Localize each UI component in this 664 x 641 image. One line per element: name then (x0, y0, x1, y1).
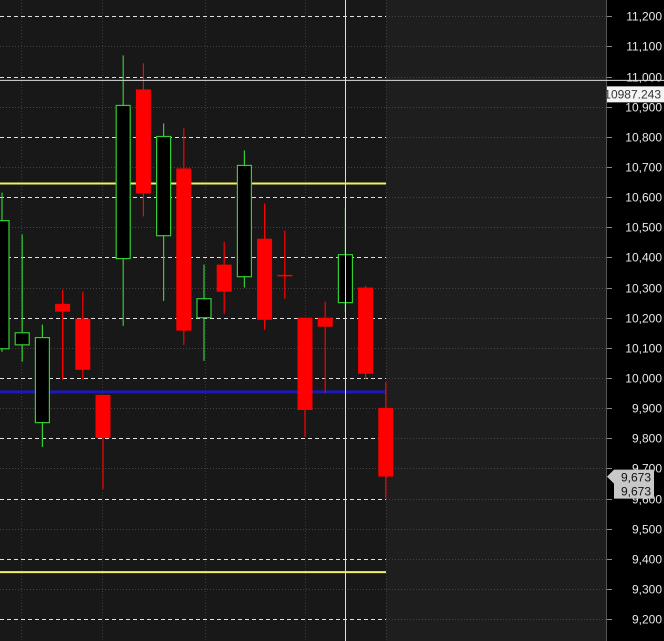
candle (156, 123, 172, 301)
candle (196, 264, 212, 361)
candle-body (317, 317, 333, 327)
candle (115, 55, 131, 326)
candle-body (216, 264, 232, 292)
y-tick-label: 9,800 (632, 432, 662, 446)
y-tick-label: 11,000 (626, 71, 662, 85)
candle (34, 324, 51, 448)
candle (277, 230, 293, 299)
y-tick-label: 9,400 (632, 553, 662, 567)
candle-body (55, 303, 71, 312)
candle (236, 150, 252, 288)
candle (0, 192, 10, 352)
y-tick-label: 9,500 (632, 523, 662, 537)
y-tick-label: 10,700 (625, 161, 662, 175)
y-tick-label: 10,900 (625, 101, 662, 115)
candle-body (176, 168, 192, 331)
candle-body (135, 89, 151, 194)
y-tick-label: 11,200 (626, 10, 662, 24)
candle (216, 241, 232, 314)
candle-body (378, 407, 394, 477)
crosshair-price-label: 10987.243 (604, 87, 661, 101)
future-area (386, 0, 606, 641)
candle (378, 381, 394, 498)
last-price-tag (607, 469, 654, 499)
y-tick-label: 10,500 (625, 221, 662, 235)
candle-body (297, 317, 313, 410)
candle (14, 234, 30, 362)
candle-body (95, 394, 111, 438)
candle (317, 301, 333, 393)
candle-body (156, 135, 172, 237)
last-price-label: 9,673 (621, 485, 651, 499)
candle-body (196, 298, 212, 319)
y-tick-label: 10,600 (625, 191, 662, 205)
candle-body (277, 274, 293, 277)
last-price-label: 9,673 (621, 471, 651, 485)
y-tick-label: 9,200 (632, 613, 662, 627)
candle-body (34, 336, 51, 424)
candle-body (236, 164, 252, 278)
y-tick-label: 11,100 (626, 40, 662, 54)
candle (135, 63, 151, 217)
y-tick-label: 10,400 (625, 251, 662, 265)
y-tick-label: 10,200 (625, 312, 662, 326)
candle (75, 291, 91, 380)
candle (257, 203, 273, 330)
candle-body (115, 104, 131, 260)
y-tick-label: 10,000 (625, 372, 662, 386)
candle-body (14, 332, 30, 346)
price-axis[interactable] (606, 0, 664, 641)
y-tick-label: 9,900 (632, 402, 662, 416)
candle-body (75, 318, 91, 370)
candle-body (358, 287, 374, 374)
candle (55, 289, 71, 380)
y-tick-label: 10,300 (625, 282, 662, 296)
crosshair-label-box (607, 86, 664, 103)
candle-body (0, 220, 10, 350)
y-tick-label: 10,800 (625, 131, 662, 145)
candle (95, 394, 111, 489)
y-tick-label: 10,100 (625, 342, 662, 356)
candle-body (257, 238, 273, 320)
y-tick-label: 9,300 (632, 583, 662, 597)
candle (176, 128, 192, 345)
candle (358, 285, 374, 379)
candle (297, 317, 313, 437)
